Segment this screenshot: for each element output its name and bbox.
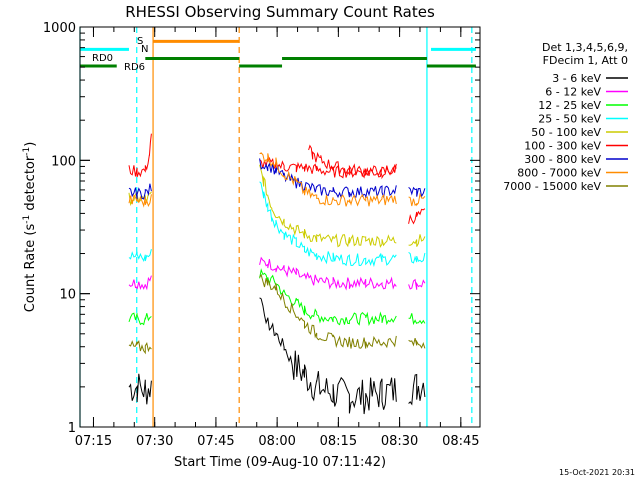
legend-label-4: 50 - 100 keV: [531, 126, 601, 139]
series-8-segment-2: [408, 337, 426, 349]
series-2-segment-2: [408, 313, 426, 326]
series-2-segment-1: [259, 268, 397, 327]
series-5-segment-2: [308, 144, 397, 178]
data-series: [128, 133, 426, 415]
series-3-segment-0: [128, 248, 152, 262]
series-5-segment-3: [408, 208, 426, 225]
legend-header-1: Det 1,3,4,5,6,9,: [542, 41, 628, 54]
legend-label-0: 3 - 6 keV: [552, 72, 601, 85]
legend-label-3: 25 - 50 keV: [538, 113, 601, 126]
legend-label-6: 300 - 800 keV: [524, 153, 601, 166]
series-1-segment-1: [259, 256, 397, 291]
event-markers: [79, 27, 473, 427]
plot-frame: [79, 26, 481, 428]
series-1-segment-2: [408, 278, 426, 290]
series-0-segment-0: [128, 373, 152, 405]
series-7: [128, 152, 426, 208]
series-4-segment-1: [259, 164, 397, 248]
legend-label-7: 800 - 7000 keV: [517, 167, 601, 180]
flag-bars: [80, 39, 476, 68]
y-tick-label-0: 1: [68, 421, 76, 436]
x-tick-label-6: 08:45: [442, 434, 479, 449]
series-8-segment-1: [259, 273, 397, 349]
footer-timestamp: 15-Oct-2021 20:31: [559, 468, 635, 477]
series-5-segment-0: [128, 133, 152, 178]
legend-label-1: 6 - 12 keV: [545, 86, 601, 99]
series-6-segment-0: [128, 183, 152, 200]
x-axis: 07:15 07:30 07:45 08:00 08:15 08:30 08:45: [75, 27, 480, 449]
plot-area: 1 10 100 1000 07:15 07:30 07:45 08:00 08:15 08:3…: [43, 21, 481, 449]
y-tick-label-1: 10: [59, 288, 76, 303]
series-0-segment-2: [408, 373, 426, 406]
legend: Det 1,3,4,5,6,9, FDecim 1, Att 0 3 - 6 k…: [503, 41, 628, 193]
flag-label-rd6: RD6: [124, 62, 145, 73]
series-6-segment-2: [408, 186, 426, 198]
chart-title: RHESSI Observing Summary Count Rates: [125, 3, 435, 21]
series-4: [128, 164, 426, 248]
series-5: [128, 133, 426, 225]
series-1-segment-0: [128, 275, 152, 291]
legend-header-2: FDecim 1, Att 0: [543, 54, 628, 67]
series-8: [128, 273, 426, 355]
x-tick-label-4: 08:15: [320, 434, 357, 449]
flag-label-s: S: [137, 36, 143, 47]
series-0: [128, 297, 426, 415]
x-tick-label-0: 07:15: [75, 434, 112, 449]
x-axis-label: Start Time (09-Aug-10 07:11:42): [174, 455, 386, 470]
y-tick-label-2: 100: [51, 154, 76, 169]
series-6: [128, 158, 426, 200]
series-3-segment-1: [259, 181, 397, 268]
y-tick-label-3: 1000: [43, 21, 76, 36]
series-1: [128, 256, 426, 291]
x-tick-label-3: 08:00: [258, 434, 295, 449]
series-2: [128, 268, 426, 327]
flag-label-n: N: [141, 44, 148, 55]
series-4-segment-2: [408, 234, 426, 247]
series-7-segment-2: [408, 192, 426, 207]
legend-label-8: 7000 - 15000 keV: [503, 180, 601, 193]
flag-label-rd0: RD0: [92, 53, 113, 64]
series-2-segment-0: [128, 312, 152, 326]
x-tick-label-5: 08:30: [381, 434, 418, 449]
y-axis-label: Count Rate (s-1 detector-1): [22, 142, 38, 313]
series-7-segment-1: [259, 152, 397, 207]
series-0-segment-1: [259, 297, 397, 415]
legend-label-5: 100 - 300 keV: [524, 140, 601, 153]
x-tick-label-2: 07:45: [197, 434, 234, 449]
y-axis: 1 10 100 1000: [43, 21, 480, 436]
series-3-segment-2: [408, 252, 426, 264]
series-7-segment-0: [128, 194, 152, 208]
series-6-segment-1: [259, 158, 397, 200]
legend-label-2: 12 - 25 keV: [538, 99, 601, 112]
x-tick-label-1: 07:30: [136, 434, 173, 449]
series-8-segment-0: [128, 339, 152, 355]
series-3: [128, 181, 426, 268]
